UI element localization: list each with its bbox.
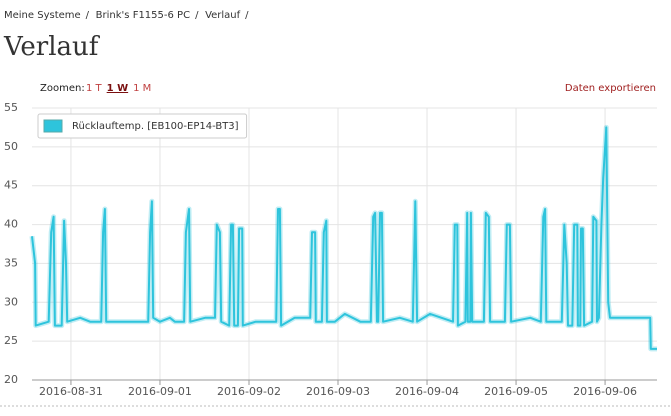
x-tick-label: 2016-09-03 [306, 385, 370, 398]
data-line [31, 126, 657, 350]
breadcrumb-separator: / [195, 10, 199, 21]
y-tick-label: 35 [4, 256, 18, 269]
y-tick-label: 25 [4, 334, 18, 347]
breadcrumb-separator: / [245, 10, 249, 21]
y-tick-label: 55 [4, 101, 18, 114]
breadcrumb-link[interactable]: Brink's F1155-6 PC [96, 10, 190, 21]
breadcrumb-separator: / [86, 10, 90, 21]
x-tick-label: 2016-09-04 [395, 385, 459, 398]
zoom-option[interactable]: 1 W [107, 83, 128, 94]
x-tick-label: 2016-09-05 [484, 385, 548, 398]
y-tick-label: 45 [4, 179, 18, 192]
y-tick-label: 50 [4, 140, 18, 153]
legend-label[interactable]: Rücklauftemp. [EB100-EP14-BT3] [72, 121, 239, 132]
x-tick-label: 2016-08-31 [39, 385, 103, 398]
breadcrumb-link[interactable]: Meine Systeme [4, 10, 81, 21]
legend: Rücklauftemp. [EB100-EP14-BT3] [37, 113, 248, 139]
y-tick-label: 40 [4, 218, 18, 231]
export-link[interactable]: Daten exportieren [565, 83, 656, 94]
zoom-option[interactable]: 1 T [86, 83, 103, 94]
page-title: Verlauf [3, 32, 101, 62]
zoom-label: Zoomen: [40, 83, 85, 94]
breadcrumb-link[interactable]: Verlauf [205, 10, 241, 21]
legend-swatch [43, 119, 63, 133]
y-tick-label: 20 [4, 373, 18, 386]
x-tick-label: 2016-09-06 [573, 385, 637, 398]
zoom-option[interactable]: 1 M [133, 83, 151, 94]
breadcrumb: Meine Systeme / Brink's F1155-6 PC / Verlauf… [4, 10, 249, 21]
x-tick-label: 2016-09-02 [217, 385, 281, 398]
legend-box [37, 113, 248, 139]
x-tick-label: 2016-09-01 [128, 385, 192, 398]
y-tick-label: 30 [4, 295, 18, 308]
zoom-options: 1 T 1 W 1 M [86, 83, 151, 94]
